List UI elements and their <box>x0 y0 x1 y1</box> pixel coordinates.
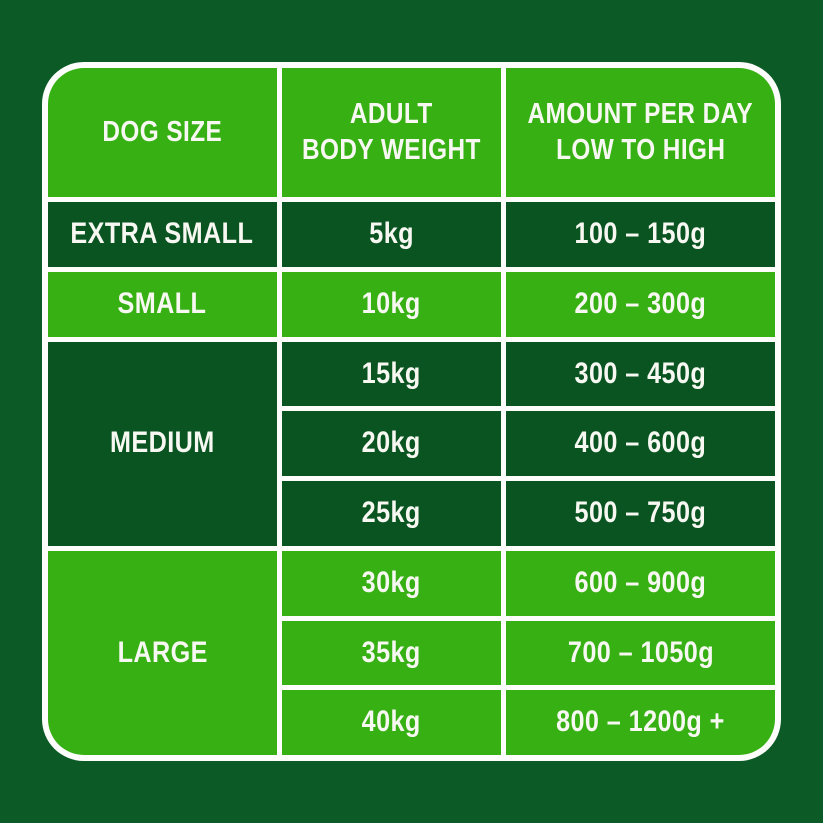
size-cell-extra-small: EXTRA SMALL <box>48 202 277 267</box>
amount-cell-35kg: 700 – 1050g <box>506 620 775 686</box>
weight-cell-40kg: 40kg <box>281 690 502 755</box>
header-adult-line2: BODY WEIGHT <box>302 133 481 166</box>
amount-cell-30kg: 600 – 900g <box>506 550 775 616</box>
header-amount-line1: AMOUNT PER DAY <box>527 98 754 131</box>
feeding-guide-table: DOG SIZE ADULT BODY WEIGHT AMOUNT PER DA… <box>42 62 781 761</box>
weight-cell-20kg: 20kg <box>281 411 502 476</box>
amount-label: 100 – 150g <box>574 217 707 251</box>
amount-cell-15kg: 300 – 450g <box>506 341 775 407</box>
weight-cell-15kg: 15kg <box>281 341 502 407</box>
size-label: SMALL <box>117 286 207 320</box>
size-cell-large: LARGE <box>48 550 277 755</box>
weight-cell-25kg: 25kg <box>281 481 502 546</box>
weight-label: 25kg <box>361 496 422 530</box>
weight-label: 35kg <box>361 635 422 669</box>
weight-label: 5kg <box>369 217 414 251</box>
amount-cell-40kg: 800 – 1200g + <box>506 690 775 755</box>
weight-cell-30kg: 30kg <box>281 550 502 616</box>
header-adult-line1: ADULT <box>350 98 433 131</box>
weight-label: 30kg <box>361 565 422 599</box>
amount-label: 700 – 1050g <box>567 635 714 669</box>
amount-label: 400 – 600g <box>574 426 707 460</box>
amount-cell-25kg: 500 – 750g <box>506 481 775 546</box>
weight-cell-35kg: 35kg <box>281 620 502 686</box>
header-dog-size: DOG SIZE <box>48 68 277 197</box>
header-adult-body-weight: ADULT BODY WEIGHT <box>281 68 502 197</box>
amount-label: 800 – 1200g + <box>556 705 726 739</box>
weight-cell-10kg: 10kg <box>281 271 502 337</box>
amount-label: 500 – 750g <box>574 496 707 530</box>
size-cell-small: SMALL <box>48 271 277 337</box>
size-label: EXTRA SMALL <box>70 217 254 251</box>
size-label: MEDIUM <box>109 426 215 460</box>
weight-label: 10kg <box>361 286 422 320</box>
weight-label: 20kg <box>361 426 422 460</box>
header-amount-line2: LOW TO HIGH <box>556 133 726 166</box>
size-cell-medium: MEDIUM <box>48 341 277 546</box>
size-label: LARGE <box>117 635 208 669</box>
amount-cell-5kg: 100 – 150g <box>506 202 775 267</box>
weight-label: 15kg <box>361 356 422 390</box>
amount-cell-10kg: 200 – 300g <box>506 271 775 337</box>
header-dog-size-label: DOG SIZE <box>102 115 223 148</box>
amount-label: 600 – 900g <box>574 565 707 599</box>
weight-cell-5kg: 5kg <box>281 202 502 267</box>
amount-label: 300 – 450g <box>574 356 707 390</box>
header-amount-per-day: AMOUNT PER DAY LOW TO HIGH <box>506 68 775 197</box>
amount-cell-20kg: 400 – 600g <box>506 411 775 476</box>
amount-label: 200 – 300g <box>574 286 707 320</box>
weight-label: 40kg <box>361 705 422 739</box>
